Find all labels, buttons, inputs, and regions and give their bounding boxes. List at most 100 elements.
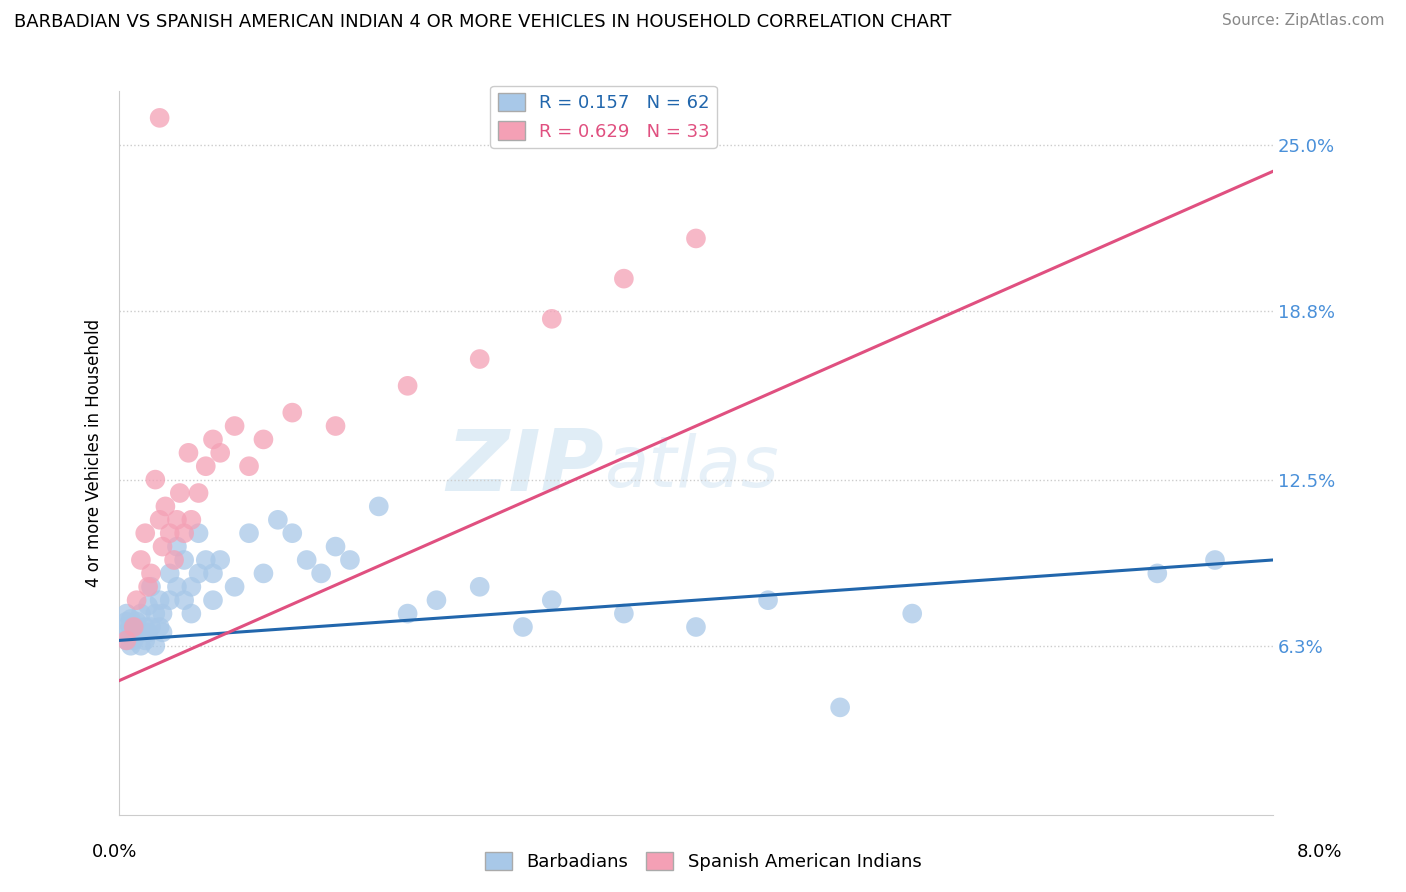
Point [173, 553, 195, 567]
Point [267, 513, 290, 527]
Point [152, 625, 174, 640]
Point [129, 639, 152, 653]
Point [468, 351, 491, 366]
Point [136, 599, 159, 613]
Point [122, 633, 145, 648]
Point [166, 540, 188, 554]
Point [613, 607, 636, 621]
Text: 8.0%: 8.0% [1298, 843, 1343, 861]
Point [209, 553, 232, 567]
Point [396, 379, 419, 393]
Point [115, 633, 138, 648]
Text: atlas: atlas [603, 433, 779, 502]
Point [685, 231, 707, 245]
Point [224, 580, 246, 594]
Point [143, 607, 166, 621]
Text: BARBADIAN VS SPANISH AMERICAN INDIAN 4 OR MORE VEHICLES IN HOUSEHOLD CORRELATION: BARBADIAN VS SPANISH AMERICAN INDIAN 4 O… [14, 13, 952, 31]
Point [1146, 566, 1168, 581]
Point [201, 566, 224, 581]
Point [125, 593, 148, 607]
Point [120, 612, 142, 626]
Point [155, 500, 177, 514]
Point [512, 620, 534, 634]
Point [325, 419, 347, 434]
Point [115, 615, 138, 629]
Point [685, 620, 707, 634]
Text: 0.0%: 0.0% [91, 843, 136, 861]
Point [120, 620, 142, 634]
Y-axis label: 4 or more Vehicles in Household: 4 or more Vehicles in Household [86, 318, 103, 587]
Point [115, 607, 138, 621]
Point [613, 271, 636, 285]
Point [149, 513, 172, 527]
Legend: R = 0.157   N = 62, R = 0.629   N = 33: R = 0.157 N = 62, R = 0.629 N = 33 [491, 86, 717, 148]
Text: Source: ZipAtlas.com: Source: ZipAtlas.com [1222, 13, 1385, 29]
Point [125, 615, 148, 629]
Point [295, 553, 318, 567]
Point [180, 607, 202, 621]
Point [149, 620, 172, 634]
Legend: Barbadians, Spanish American Indians: Barbadians, Spanish American Indians [478, 845, 928, 879]
Point [173, 526, 195, 541]
Point [139, 620, 162, 634]
Point [159, 593, 181, 607]
Point [129, 607, 152, 621]
Point [159, 526, 181, 541]
Point [187, 486, 209, 500]
Point [325, 540, 347, 554]
Point [166, 513, 188, 527]
Point [136, 625, 159, 640]
Point [209, 446, 232, 460]
Point [159, 566, 181, 581]
Point [252, 433, 274, 447]
Point [281, 406, 304, 420]
Point [143, 639, 166, 653]
Point [901, 607, 924, 621]
Point [149, 111, 172, 125]
Point [120, 639, 142, 653]
Point [122, 620, 145, 634]
Point [238, 526, 260, 541]
Point [180, 513, 202, 527]
Point [115, 625, 138, 640]
Point [187, 566, 209, 581]
Point [122, 620, 145, 634]
Point [339, 553, 361, 567]
Point [134, 620, 156, 634]
Point [194, 459, 217, 474]
Point [149, 593, 172, 607]
Point [396, 607, 419, 621]
Point [468, 580, 491, 594]
Point [129, 553, 152, 567]
Point [1204, 553, 1226, 567]
Point [134, 633, 156, 648]
Point [425, 593, 447, 607]
Point [540, 593, 562, 607]
Point [201, 433, 224, 447]
Point [134, 526, 156, 541]
Point [367, 500, 389, 514]
Point [187, 526, 209, 541]
Point [194, 553, 217, 567]
Point [238, 459, 260, 474]
Point [173, 593, 195, 607]
Point [224, 419, 246, 434]
Point [152, 540, 174, 554]
Point [756, 593, 779, 607]
Point [136, 580, 159, 594]
Point [201, 593, 224, 607]
Point [180, 580, 202, 594]
Point [830, 700, 852, 714]
Point [152, 607, 174, 621]
Point [115, 620, 138, 634]
Point [115, 633, 138, 648]
Point [281, 526, 304, 541]
Point [177, 446, 200, 460]
Point [252, 566, 274, 581]
Point [139, 566, 162, 581]
Point [125, 625, 148, 640]
Point [143, 473, 166, 487]
Text: ZIP: ZIP [446, 425, 603, 508]
Point [169, 486, 191, 500]
Point [166, 580, 188, 594]
